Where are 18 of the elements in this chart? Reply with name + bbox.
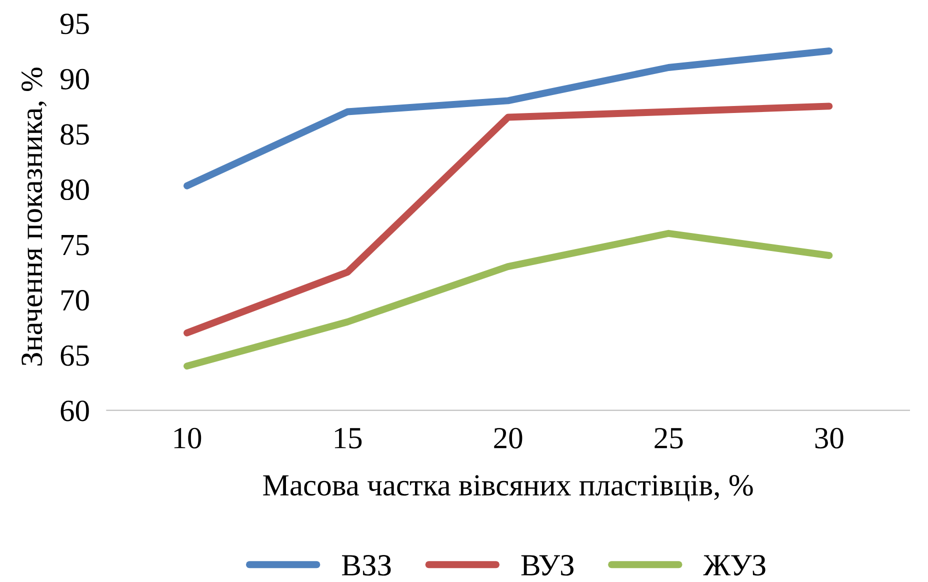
y-tick-label: 60 [60,400,89,422]
y-tick-label: 75 [62,235,89,256]
y-tick-label: 85 [60,124,89,145]
y-tick-label: 95 [60,14,89,34]
x-axis-title: Масова частка вівсяних пластівців, % [263,475,753,502]
y-axis-title: Значення показника, % [22,68,47,366]
x-tick-label: 20 [494,428,522,448]
legend-label: ВУЗ [521,555,574,576]
x-tick-label: 30 [815,428,844,448]
y-tick-label: 90 [60,68,89,90]
y-tick-label: 65 [60,345,89,366]
x-tick-label: 10 [174,428,202,448]
x-tick-label: 15 [334,428,362,448]
y-tick-label: 70 [62,290,89,311]
legend-label: ВЗЗ [342,555,391,576]
y-tick-label: 80 [60,179,89,200]
x-tick-label: 25 [654,428,683,448]
legend-label: ЖУЗ [703,555,766,576]
